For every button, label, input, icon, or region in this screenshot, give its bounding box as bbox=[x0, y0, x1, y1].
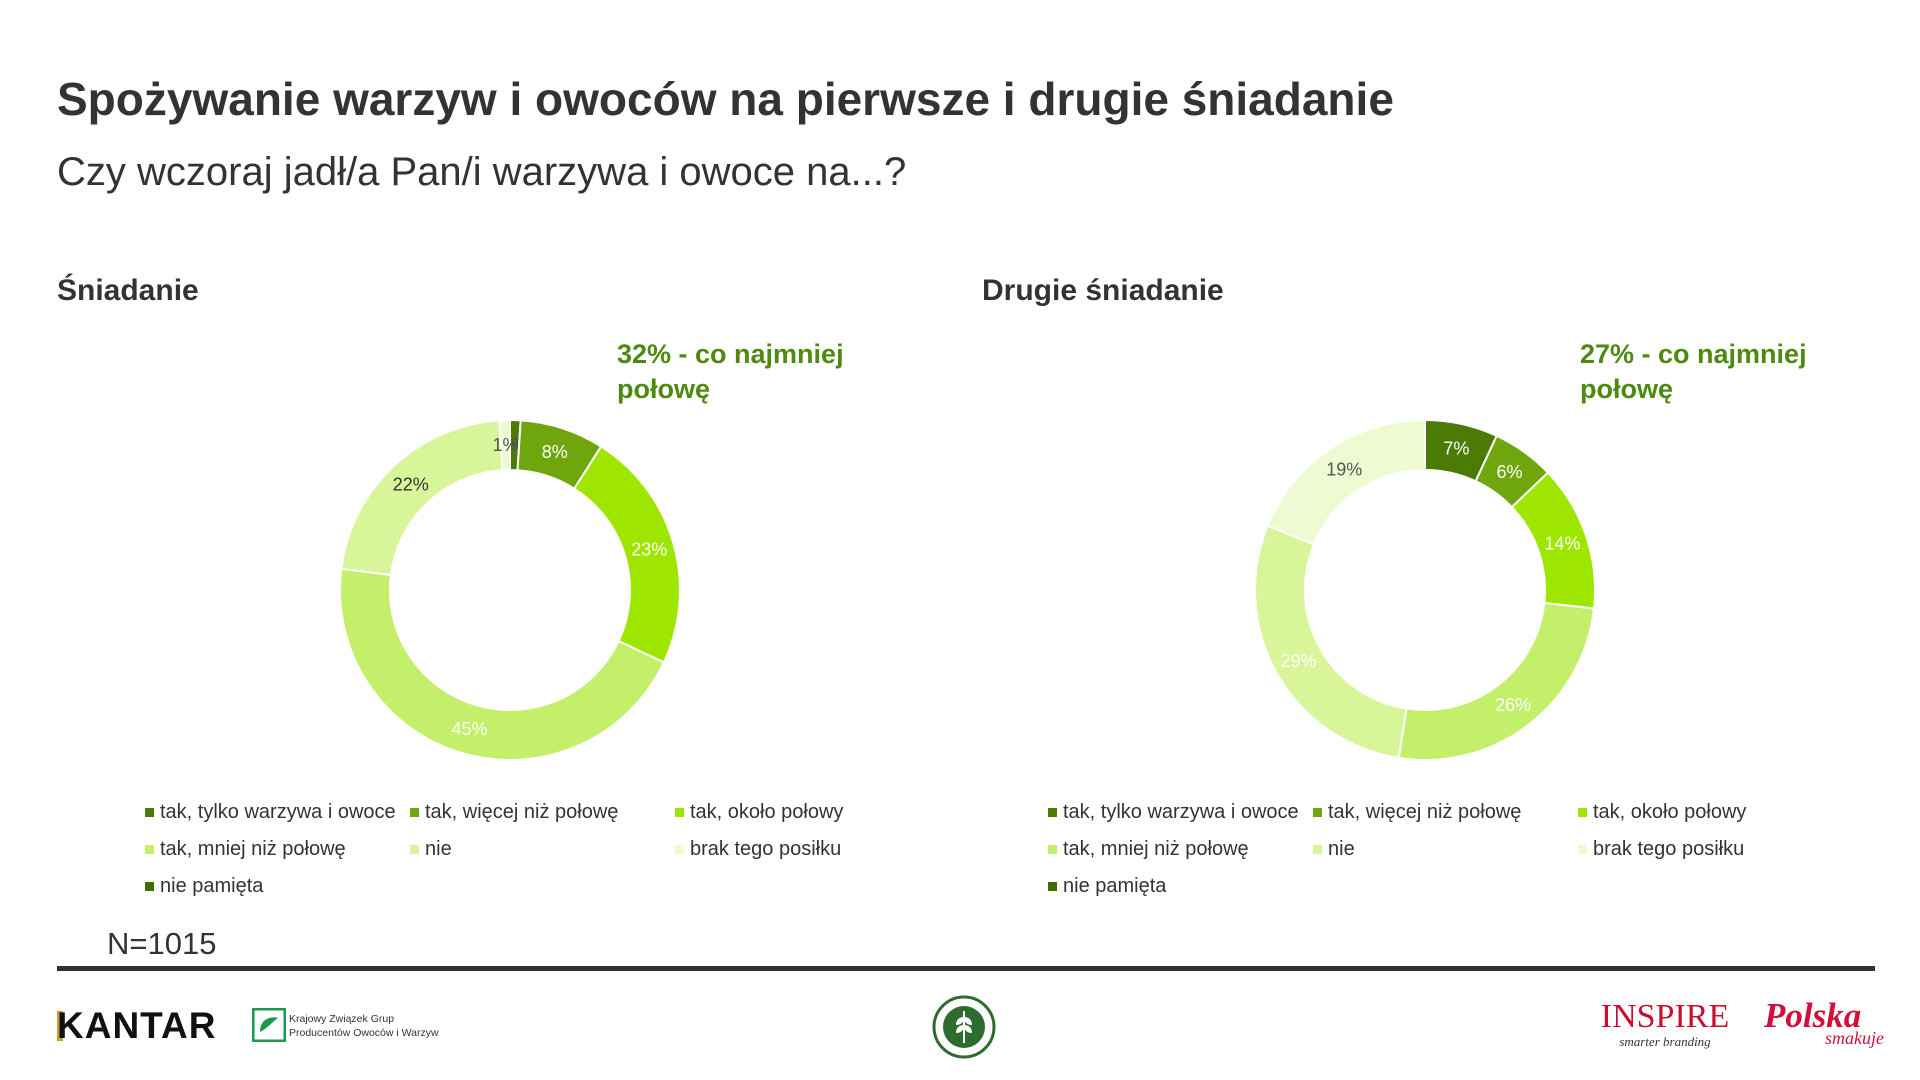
legend-item: brak tego posiłku bbox=[1578, 835, 1788, 863]
legend-item: tak, mniej niż połowę bbox=[145, 835, 410, 863]
legend-label: tak, tylko warzywa i owoce bbox=[1063, 800, 1299, 823]
slice-label: 19% bbox=[1326, 460, 1362, 480]
legend-label: tak, więcej niż połowę bbox=[425, 800, 619, 823]
legend-label: nie pamięta bbox=[160, 874, 264, 897]
polska-logo-name: Polska bbox=[1764, 996, 1862, 1035]
legend-item: tak, około połowy bbox=[1578, 798, 1788, 826]
legend-swatch bbox=[410, 807, 419, 817]
donut-slice bbox=[339, 567, 666, 762]
slice-label: 23% bbox=[631, 540, 667, 560]
slice-label: 6% bbox=[1496, 462, 1522, 482]
legend-swatch bbox=[1313, 807, 1322, 817]
legend-swatch bbox=[675, 807, 684, 817]
legend-item: tak, tylko warzywa i owoce bbox=[145, 798, 410, 826]
legend-label: tak, mniej niż połowę bbox=[160, 837, 346, 860]
kzgpow-logo: Krajowy Związek Grup Producentów Owoców … bbox=[252, 1008, 472, 1044]
legend-swatch bbox=[1048, 881, 1057, 891]
kantar-logo: KANTAR bbox=[57, 1005, 217, 1046]
legend-swatch bbox=[1313, 844, 1322, 854]
legend-label: tak, około połowy bbox=[1593, 800, 1747, 823]
slice-label: 26% bbox=[1495, 695, 1531, 715]
legend-swatch bbox=[410, 844, 419, 854]
kantar-logo-mark bbox=[57, 1011, 63, 1041]
slice-label: 45% bbox=[452, 719, 488, 739]
legend-label: brak tego posiłku bbox=[690, 837, 842, 860]
legend-label: tak, mniej niż połowę bbox=[1063, 837, 1249, 860]
page-title: Spożywanie warzyw i owoców na pierwsze i… bbox=[57, 73, 1394, 125]
ministry-seal-icon bbox=[932, 995, 996, 1059]
page-subtitle: Czy wczoraj jadł/a Pan/i warzywa i owoce… bbox=[57, 150, 907, 194]
legend-item: nie pamięta bbox=[1048, 872, 1313, 900]
legend-item: tak, tylko warzywa i owoce bbox=[1048, 798, 1313, 826]
legend-item: tak, mniej niż połowę bbox=[1048, 835, 1313, 863]
kzgpow-line-2: Producentów Owoców i Warzyw bbox=[289, 1027, 439, 1039]
legend-label: brak tego posiłku bbox=[1593, 837, 1745, 860]
legend-swatch bbox=[145, 881, 154, 891]
sample-size: N=1015 bbox=[107, 926, 217, 961]
legend-item: tak, więcej niż połowę bbox=[410, 798, 675, 826]
donut-slice bbox=[1397, 601, 1596, 761]
legend-swatch bbox=[1048, 844, 1057, 854]
chart-2-donut: 7% 6% 14% 26% 29% 19% bbox=[1254, 418, 1596, 761]
chart-2-title: Drugie śniadanie bbox=[982, 274, 1224, 307]
slice-label: 22% bbox=[393, 474, 429, 494]
donut-slice bbox=[1254, 524, 1408, 760]
legend-label: tak, około połowy bbox=[690, 800, 844, 823]
legend-item: nie bbox=[1313, 835, 1578, 863]
legend-swatch bbox=[1578, 844, 1587, 854]
footer-divider bbox=[57, 966, 1875, 971]
chart-2-legend: tak, tylko warzywa i owoce tak, więcej ni… bbox=[1048, 798, 1788, 900]
chart-1-annotation: 32% - co najmniej połowę bbox=[617, 339, 844, 404]
legend-item: tak, więcej niż połowę bbox=[1313, 798, 1578, 826]
slice-label: 29% bbox=[1281, 651, 1317, 671]
inspire-logo-tagline: smarter branding bbox=[1619, 1034, 1711, 1049]
slice-label: 1% bbox=[492, 435, 518, 455]
inspire-logo: INSPIRE smarter branding bbox=[1600, 1000, 1730, 1050]
legend-label: tak, tylko warzywa i owoce bbox=[160, 800, 396, 823]
donut-slice bbox=[498, 418, 511, 472]
donut-slice bbox=[1266, 418, 1426, 546]
legend-label: nie bbox=[1328, 837, 1355, 860]
polska-logo-sub: smakuje bbox=[1825, 1028, 1884, 1048]
legend-label: nie bbox=[425, 837, 452, 860]
slice-label: 7% bbox=[1443, 438, 1469, 458]
legend-swatch bbox=[675, 844, 684, 854]
legend-item: brak tego posiłku bbox=[675, 835, 885, 863]
legend-swatch bbox=[145, 807, 154, 817]
legend-item: nie bbox=[410, 835, 675, 863]
chart-1-donut: 1% 8%23%45%22%1% bbox=[339, 418, 681, 762]
chart-2-annotation: 27% - co najmniej połowę bbox=[1580, 339, 1807, 404]
kzgpow-line-1: Krajowy Związek Grup bbox=[289, 1013, 395, 1025]
legend-swatch bbox=[1578, 807, 1587, 817]
chart-1-legend: tak, tylko warzywa i owoce tak, więcej ni… bbox=[145, 798, 885, 900]
legend-label: tak, więcej niż połowę bbox=[1328, 800, 1522, 823]
slice-label: 8% bbox=[542, 442, 568, 462]
legend-swatch bbox=[145, 844, 154, 854]
slice-label: 14% bbox=[1544, 533, 1580, 553]
donut-slice bbox=[340, 419, 504, 577]
legend-item: nie pamięta bbox=[145, 872, 410, 900]
kzgpow-icon bbox=[252, 1008, 286, 1042]
legend-swatch bbox=[1048, 807, 1057, 817]
polska-smakuje-logo: Polska smakuje bbox=[1764, 998, 1884, 1049]
inspire-logo-name: INSPIRE bbox=[1600, 998, 1730, 1035]
legend-item: tak, około połowy bbox=[675, 798, 885, 826]
chart-1-title: Śniadanie bbox=[57, 274, 199, 307]
legend-label: nie pamięta bbox=[1063, 874, 1167, 897]
